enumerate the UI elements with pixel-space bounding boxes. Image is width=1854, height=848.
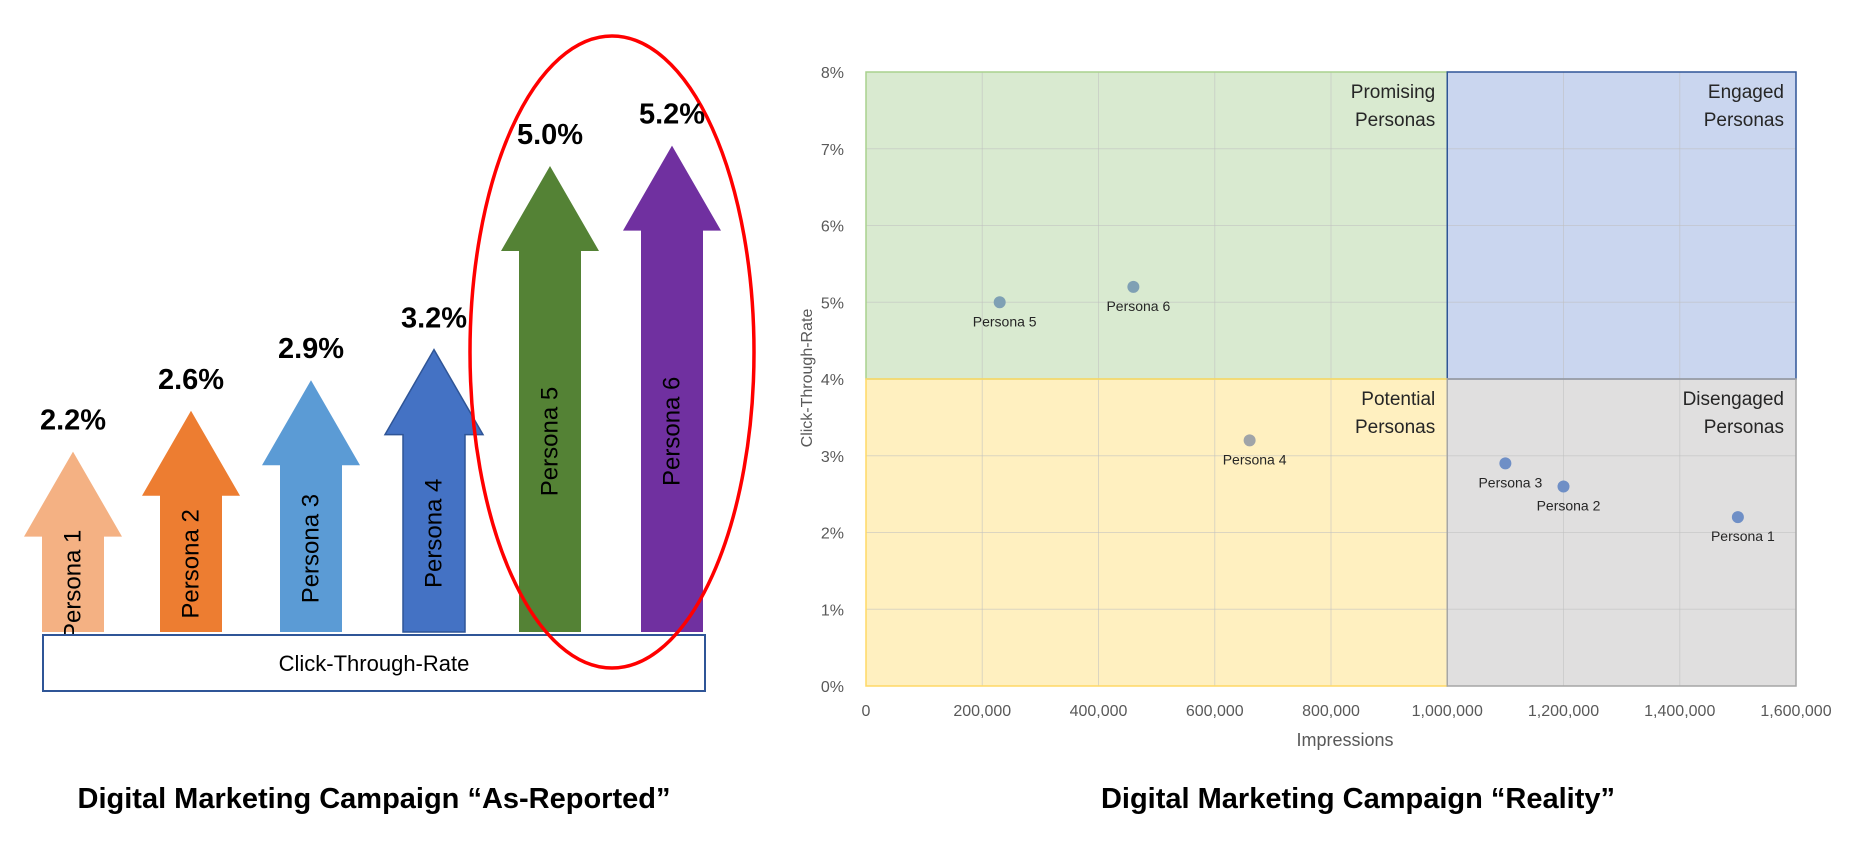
- y-tick-label: 1%: [821, 602, 844, 619]
- as-reported-title: Digital Marketing Campaign “As-Reported”: [78, 783, 671, 815]
- point-label-persona-1: Persona 1: [1711, 528, 1775, 544]
- quadrant-label-engaged-personas-1: Engaged: [1708, 82, 1784, 103]
- value-label-persona-3: 2.9%: [278, 333, 344, 365]
- x-tick-label: 1,000,000: [1412, 703, 1483, 720]
- arrow-persona-2: [142, 410, 240, 632]
- arrow-label-persona-1: Persona 1: [59, 530, 86, 639]
- y-tick-label: 7%: [821, 142, 844, 159]
- quadrant-label-promising-personas-1: Promising: [1351, 82, 1435, 103]
- point-label-persona-2: Persona 2: [1537, 497, 1601, 513]
- point-persona-6: [1127, 280, 1140, 293]
- x-tick-label: 800,000: [1302, 703, 1360, 720]
- arrow-persona-3: [262, 380, 360, 632]
- reality-title: Digital Marketing Campaign “Reality”: [1101, 783, 1615, 815]
- ctr-base-label: Click-Through-Rate: [279, 651, 470, 676]
- x-tick-label: 400,000: [1070, 703, 1128, 720]
- x-tick-label: 200,000: [953, 703, 1011, 720]
- value-label-persona-6: 5.2%: [639, 99, 705, 131]
- point-label-persona-6: Persona 6: [1106, 298, 1170, 314]
- quadrant-label-disengaged-personas-1: Disengaged: [1683, 389, 1784, 410]
- quadrant-label-potential-personas-1: Potential: [1361, 389, 1435, 410]
- quadrant-labels: Promising Personas Engaged Personas Potentia…: [1351, 82, 1784, 438]
- x-tick-label: 0: [862, 703, 871, 720]
- point-label-persona-5: Persona 5: [973, 313, 1037, 329]
- value-label-persona-2: 2.6%: [158, 364, 224, 396]
- as-reported-chart: Persona 1 Persona 2 Persona 3 Persona 4 Pers…: [24, 34, 756, 815]
- ctr-base-box: [42, 634, 706, 692]
- reality-chart: Promising Personas Engaged Personas Potentia…: [799, 65, 1832, 815]
- point-persona-1: [1731, 511, 1744, 524]
- arrow-persona-1: [24, 451, 122, 632]
- y-tick-label: 8%: [821, 65, 844, 82]
- scatter-points: Persona 5 Persona 6 Persona 4 Persona 3 Pers…: [973, 280, 1775, 544]
- value-label-persona-1: 2.2%: [40, 405, 106, 437]
- arrow-persona-4: [383, 348, 485, 633]
- point-persona-3: [1499, 457, 1512, 470]
- quadrant-border-disengaged-personas: [1446, 378, 1797, 687]
- point-label-persona-4: Persona 4: [1223, 451, 1287, 467]
- point-label-persona-3: Persona 3: [1478, 474, 1542, 490]
- arrow-label-persona-6: Persona 6: [658, 377, 685, 486]
- x-tick-label: 1,400,000: [1644, 703, 1715, 720]
- quadrant-label-engaged-personas-2: Personas: [1704, 110, 1784, 131]
- y-axis-ticks: 0% 1% 2% 3% 4% 5% 6% 7% 8%: [821, 65, 844, 696]
- point-persona-4: [1243, 434, 1256, 447]
- quadrant-label-potential-personas-2: Personas: [1355, 417, 1435, 438]
- y-tick-label: 2%: [821, 526, 844, 543]
- highlight-ellipse: [468, 34, 756, 670]
- quadrant-label-disengaged-personas-2: Personas: [1704, 417, 1784, 438]
- y-axis-label: Click-Through-Rate: [799, 309, 816, 448]
- persona-arrows: Persona 1 Persona 2 Persona 3 Persona 4 Pers…: [24, 145, 721, 639]
- y-tick-label: 5%: [821, 295, 844, 312]
- y-tick-label: 3%: [821, 449, 844, 466]
- arrow-label-persona-5: Persona 5: [536, 387, 563, 496]
- arrow-label-persona-2: Persona 2: [177, 509, 204, 618]
- x-tick-label: 1,600,000: [1760, 703, 1831, 720]
- y-tick-label: 4%: [821, 372, 844, 389]
- arrow-persona-6: [623, 145, 721, 632]
- x-tick-label: 600,000: [1186, 703, 1244, 720]
- quadrant-label-promising-personas-2: Personas: [1355, 110, 1435, 131]
- x-axis-ticks: 0 200,000 400,000 600,000 800,000 1,000,000 1,…: [862, 703, 1832, 720]
- arrow-label-persona-4: Persona 4: [420, 479, 447, 588]
- y-tick-label: 0%: [821, 679, 844, 696]
- value-label-persona-4: 3.2%: [401, 303, 467, 335]
- x-axis-label: Impressions: [1296, 730, 1393, 750]
- arrow-persona-5: [501, 166, 599, 632]
- x-tick-label: 1,200,000: [1528, 703, 1599, 720]
- arrow-label-persona-3: Persona 3: [297, 494, 324, 603]
- quadrant-borders: [865, 71, 1797, 687]
- point-persona-5: [993, 296, 1006, 309]
- value-label-persona-5: 5.0%: [517, 119, 583, 151]
- value-labels: 2.2% 2.6% 2.9% 3.2% 5.0% 5.2%: [40, 99, 705, 437]
- point-persona-2: [1557, 480, 1570, 493]
- y-tick-label: 6%: [821, 219, 844, 236]
